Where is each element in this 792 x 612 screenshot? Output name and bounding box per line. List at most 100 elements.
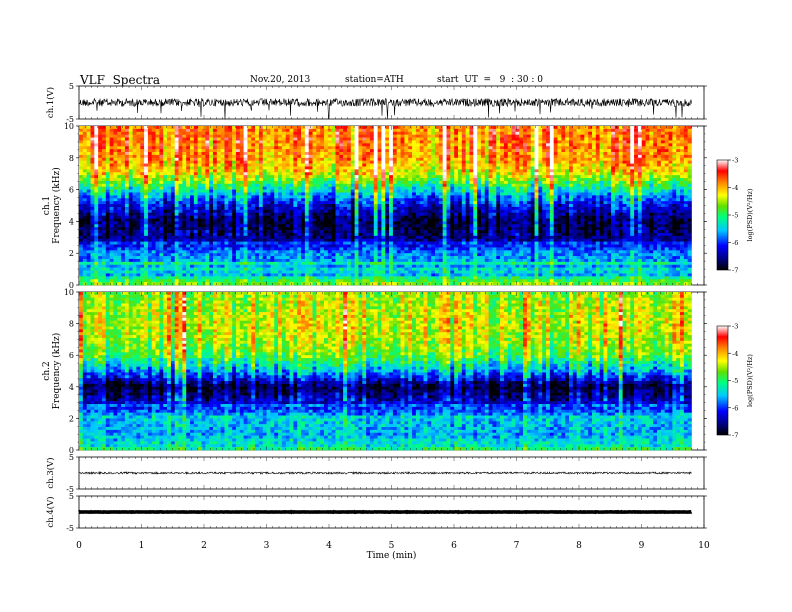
psd-cell — [561, 212, 566, 216]
psd-cell — [553, 212, 558, 216]
psd-cell — [174, 163, 179, 167]
psd-cell — [247, 166, 252, 170]
psd-cell — [358, 180, 363, 185]
psd-cell — [232, 134, 237, 138]
psd-cell — [687, 154, 692, 159]
psd-cell — [530, 143, 535, 147]
psd-cell — [396, 134, 401, 138]
psd-cell — [492, 154, 497, 159]
psd-cell — [549, 137, 554, 141]
psd-cell — [132, 204, 137, 208]
psd-cell — [515, 195, 520, 199]
psd-cell — [511, 137, 516, 141]
psd-cell — [186, 166, 191, 170]
psd-cell — [450, 146, 455, 150]
psd-cell — [212, 146, 218, 150]
psd-cell — [542, 183, 547, 188]
psd-cell — [281, 149, 287, 153]
psd-cell — [454, 206, 459, 211]
psd-cell — [396, 128, 401, 133]
psd-cell — [209, 172, 214, 176]
psd-cell — [618, 134, 623, 138]
psd-cell — [465, 195, 470, 199]
psd-cell — [549, 163, 554, 167]
psd-cell — [634, 212, 639, 216]
psd-cell — [308, 201, 313, 205]
psd-cell — [212, 212, 218, 216]
psd-cell — [285, 212, 290, 216]
psd-cell — [243, 163, 248, 167]
psd-cell — [561, 201, 566, 205]
psd-cell — [614, 186, 620, 190]
psd-cell — [232, 189, 237, 193]
psd-cell — [132, 143, 137, 147]
psd-cell — [151, 166, 156, 170]
psd-cell — [101, 198, 107, 202]
psd-cell — [538, 131, 543, 135]
psd-cell — [400, 146, 405, 150]
psd-cell — [641, 201, 646, 205]
psd-cell — [668, 189, 673, 193]
psd-cell — [607, 154, 612, 159]
psd-cell — [251, 131, 256, 135]
psd-cell — [515, 209, 520, 214]
psd-cell — [281, 209, 287, 214]
psd-cell — [565, 154, 570, 159]
psd-cell — [599, 128, 604, 133]
psd-cell — [565, 201, 570, 205]
psd-cell — [167, 152, 172, 156]
psd-cell — [446, 126, 451, 130]
psd-cell — [542, 134, 547, 138]
psd-cell — [190, 166, 195, 170]
psd-cell — [98, 134, 103, 138]
psd-cell — [580, 143, 585, 147]
psd-cell — [641, 195, 646, 199]
psd-cell — [415, 178, 421, 182]
psd-cell — [124, 126, 130, 130]
psd-cell — [243, 143, 248, 147]
psd-cell — [503, 166, 509, 170]
psd-cell — [212, 186, 218, 190]
psd-cell — [205, 134, 210, 138]
psd-cell — [645, 186, 650, 190]
psd-cell — [121, 172, 126, 176]
psd-cell — [82, 143, 87, 147]
psd-cell — [216, 152, 221, 156]
psd-cell — [105, 172, 110, 176]
psd-cell — [304, 209, 309, 214]
psd-cell — [350, 192, 355, 196]
psd-cell — [515, 204, 520, 208]
psd-cell — [415, 172, 421, 176]
psd-cell — [435, 186, 440, 190]
psd-cell — [327, 169, 332, 173]
psd-cell — [614, 166, 620, 170]
psd-cell — [243, 198, 248, 202]
psd-cell — [680, 134, 685, 138]
psd-cell — [634, 126, 639, 130]
psd-cell — [526, 128, 532, 133]
psd-cell — [232, 149, 237, 153]
psd-cell — [477, 192, 482, 196]
psd-cell — [308, 169, 313, 173]
psd-cell — [591, 160, 597, 164]
psd-cell — [289, 169, 294, 173]
psd-cell — [442, 140, 447, 144]
psd-cell — [492, 198, 497, 202]
psd-cell — [297, 172, 302, 176]
psd-cell — [324, 149, 329, 153]
psd-cell — [591, 169, 597, 173]
psd-cell — [358, 131, 363, 135]
psd-cell — [473, 195, 478, 199]
psd-cell — [618, 140, 623, 144]
psd-cell — [503, 198, 509, 202]
psd-cell — [331, 189, 336, 193]
psd-cell — [618, 178, 623, 182]
psd-cell — [209, 201, 214, 205]
psd-cell — [94, 137, 99, 141]
psd-cell — [235, 183, 241, 188]
psd-cell — [136, 172, 141, 176]
psd-cell — [354, 172, 359, 176]
psd-cell — [530, 175, 535, 179]
psd-cell — [324, 131, 329, 135]
psd-cell — [197, 128, 202, 133]
